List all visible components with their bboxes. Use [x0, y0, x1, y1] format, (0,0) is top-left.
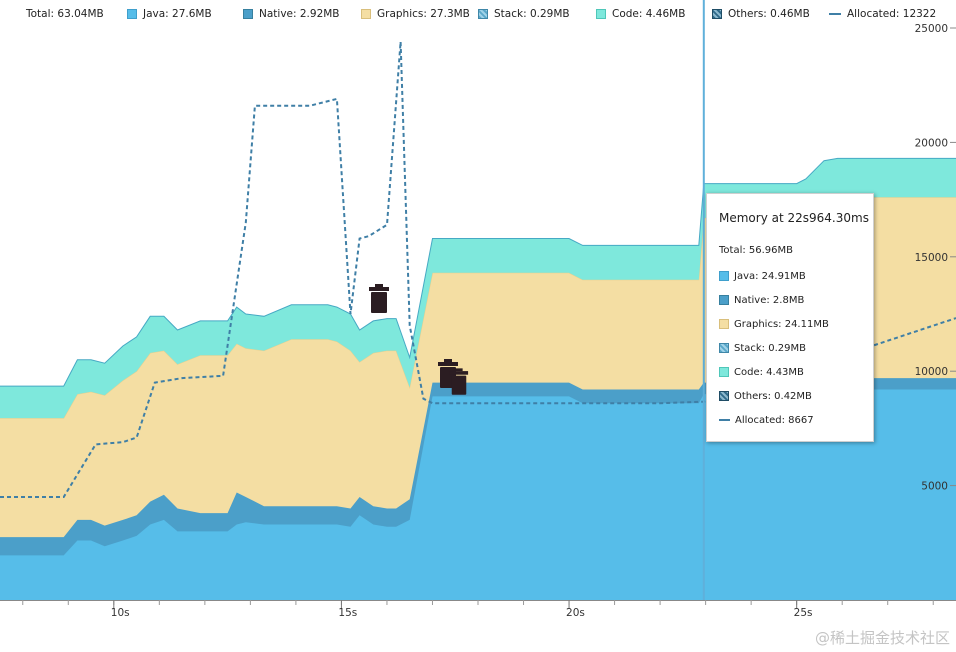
legend-native-swatch [243, 9, 253, 19]
legend-java-label: Java: 27.6MB [143, 8, 212, 20]
legend-graphics-label: Graphics: 27.3MB [377, 8, 470, 20]
tooltip-title: Memory at 22s964.30ms [719, 211, 869, 225]
legend-item-stack[interactable]: Stack: 0.29MB [478, 7, 570, 21]
legend-others-swatch [712, 9, 722, 19]
tooltip-graphics-swatch [719, 319, 729, 329]
tooltip-others-label: Others: 0.42MB [734, 390, 812, 402]
tooltip-java-swatch [719, 271, 729, 281]
chart-legend: Total: 63.04MB Java: 27.6MB Native: 2.92… [0, 0, 956, 28]
x-tick-label: 10s [111, 607, 130, 619]
tooltip-row-stack: Stack: 0.29MB [719, 341, 806, 355]
tooltip-java-label: Java: 24.91MB [734, 270, 806, 282]
y-tick-label: 25000 [915, 23, 948, 35]
y-tick-label: 20000 [915, 137, 948, 149]
memory-tooltip: Memory at 22s964.30ms Total: 56.96MB Jav… [706, 193, 874, 442]
tooltip-row-code: Code: 4.43MB [719, 365, 804, 379]
tooltip-code-swatch [719, 367, 729, 377]
tooltip-row-others: Others: 0.42MB [719, 389, 812, 403]
y-tick-label: 5000 [921, 481, 948, 493]
area-java [0, 389, 956, 600]
legend-stack-swatch [478, 9, 488, 19]
tooltip-stack-label: Stack: 0.29MB [734, 342, 806, 354]
tooltip-native-label: Native: 2.8MB [734, 294, 805, 306]
legend-item-graphics[interactable]: Graphics: 27.3MB [361, 7, 470, 21]
legend-total-label: Total: 63.04MB [26, 8, 104, 20]
tooltip-total: Total: 56.96MB [719, 245, 794, 256]
tooltip-row-java: Java: 24.91MB [719, 269, 806, 283]
tooltip-stack-swatch [719, 343, 729, 353]
legend-native-label: Native: 2.92MB [259, 8, 340, 20]
area-code [0, 158, 956, 419]
y-tick-label: 10000 [915, 366, 948, 378]
x-tick-label: 25s [794, 607, 813, 619]
watermark: @稀土掘金技术社区 [814, 629, 950, 647]
x-tick-label: 20s [566, 607, 585, 619]
tooltip-code-label: Code: 4.43MB [734, 366, 804, 378]
tooltip-graphics-label: Graphics: 24.11MB [734, 318, 829, 330]
legend-java-swatch [127, 9, 137, 19]
trash-icon[interactable] [368, 284, 390, 314]
legend-item-allocated[interactable]: Allocated: 12322 [829, 7, 936, 21]
tooltip-row-native: Native: 2.8MB [719, 293, 804, 307]
tooltip-allocated-label: Allocated: 8667 [735, 414, 814, 426]
legend-item-others[interactable]: Others: 0.46MB [712, 7, 810, 21]
tooltip-row-allocated: Allocated: 8667 [719, 413, 814, 427]
tooltip-allocated-dash [719, 419, 730, 421]
area-native [0, 378, 956, 556]
legend-item-code[interactable]: Code: 4.46MB [596, 7, 685, 21]
tooltip-others-swatch [719, 391, 729, 401]
legend-item-total: Total: 63.04MB [26, 7, 104, 21]
legend-item-native[interactable]: Native: 2.92MB [243, 7, 340, 21]
legend-allocated-dash [829, 13, 841, 15]
y-tick-label: 15000 [915, 252, 948, 264]
legend-code-label: Code: 4.46MB [612, 8, 686, 20]
legend-others-label: Others: 0.46MB [728, 8, 810, 20]
trash-icon[interactable] [449, 368, 469, 396]
legend-stack-label: Stack: 0.29MB [494, 8, 570, 20]
legend-item-java[interactable]: Java: 27.6MB [127, 7, 212, 21]
tooltip-row-graphics: Graphics: 24.11MB [719, 317, 829, 331]
tooltip-native-swatch [719, 295, 729, 305]
legend-graphics-swatch [361, 9, 371, 19]
legend-code-swatch [596, 9, 606, 19]
area-edge-code [0, 157, 956, 387]
x-tick-label: 15s [338, 607, 357, 619]
legend-allocated-label: Allocated: 12322 [847, 8, 937, 20]
